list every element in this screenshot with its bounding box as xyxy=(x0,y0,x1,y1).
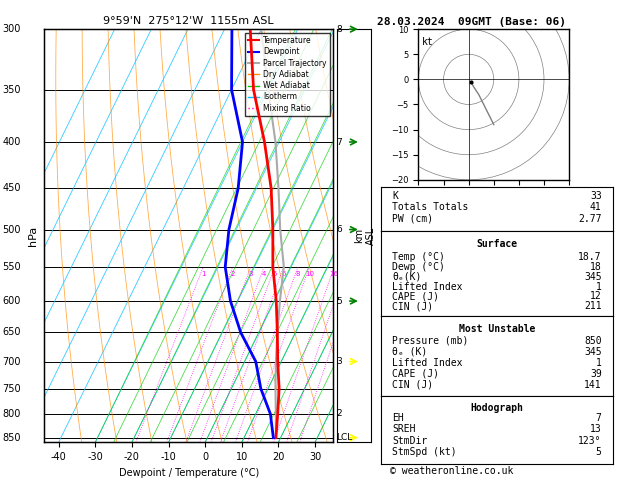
Text: 4: 4 xyxy=(262,271,266,277)
Y-axis label: hPa: hPa xyxy=(28,226,38,246)
Text: 750: 750 xyxy=(3,383,21,394)
Text: CIN (J): CIN (J) xyxy=(392,301,433,311)
Text: 7: 7 xyxy=(337,138,342,146)
Text: 500: 500 xyxy=(3,225,21,235)
Text: 41: 41 xyxy=(590,202,602,212)
Text: Totals Totals: Totals Totals xyxy=(392,202,469,212)
Text: 10: 10 xyxy=(305,271,314,277)
Text: 1: 1 xyxy=(201,271,206,277)
Text: 33: 33 xyxy=(590,191,602,201)
Text: StmSpd (kt): StmSpd (kt) xyxy=(392,447,457,457)
Text: 650: 650 xyxy=(3,328,21,337)
Y-axis label: km
ASL: km ASL xyxy=(354,226,376,245)
Text: 300: 300 xyxy=(3,24,21,34)
Text: Pressure (mb): Pressure (mb) xyxy=(392,336,469,346)
Text: K: K xyxy=(392,191,398,201)
Text: 25: 25 xyxy=(355,271,363,277)
Text: 1: 1 xyxy=(596,358,602,368)
Text: 211: 211 xyxy=(584,301,602,311)
Text: 5: 5 xyxy=(337,296,342,306)
Text: 800: 800 xyxy=(3,409,21,419)
Text: StmDir: StmDir xyxy=(392,436,428,446)
Text: 12: 12 xyxy=(590,292,602,301)
Legend: Temperature, Dewpoint, Parcel Trajectory, Dry Adiabat, Wet Adiabat, Isotherm, Mi: Temperature, Dewpoint, Parcel Trajectory… xyxy=(245,33,330,116)
Text: 450: 450 xyxy=(3,183,21,193)
Text: 2: 2 xyxy=(230,271,235,277)
Text: 850: 850 xyxy=(584,336,602,346)
Text: © weatheronline.co.uk: © weatheronline.co.uk xyxy=(390,466,513,476)
Text: Most Unstable: Most Unstable xyxy=(459,324,535,334)
Text: PW (cm): PW (cm) xyxy=(392,214,433,224)
Text: 28.03.2024  09GMT (Base: 06): 28.03.2024 09GMT (Base: 06) xyxy=(377,17,566,27)
Text: 850: 850 xyxy=(3,433,21,443)
Text: 2.77: 2.77 xyxy=(578,214,602,224)
Text: 20: 20 xyxy=(342,271,351,277)
Text: 6: 6 xyxy=(337,225,342,234)
Text: Lifted Index: Lifted Index xyxy=(392,358,463,368)
Text: 1: 1 xyxy=(596,281,602,292)
Text: Mixing Ratio (g/kg): Mixing Ratio (g/kg) xyxy=(364,196,372,276)
Text: CAPE (J): CAPE (J) xyxy=(392,369,439,379)
Text: CAPE (J): CAPE (J) xyxy=(392,292,439,301)
Text: CIN (J): CIN (J) xyxy=(392,380,433,390)
Title: 9°59'N  275°12'W  1155m ASL: 9°59'N 275°12'W 1155m ASL xyxy=(103,16,274,26)
Text: 123°: 123° xyxy=(578,436,602,446)
Text: 8: 8 xyxy=(296,271,300,277)
Text: 2: 2 xyxy=(337,409,342,418)
Text: Hodograph: Hodograph xyxy=(470,403,523,413)
Text: 6: 6 xyxy=(281,271,286,277)
Text: 400: 400 xyxy=(3,137,21,147)
Text: 5: 5 xyxy=(272,271,277,277)
Text: θₑ(K): θₑ(K) xyxy=(392,272,421,282)
Text: 700: 700 xyxy=(3,357,21,366)
Text: 550: 550 xyxy=(3,262,21,272)
Text: 5: 5 xyxy=(596,447,602,457)
Text: Lifted Index: Lifted Index xyxy=(392,281,463,292)
Text: Temp (°C): Temp (°C) xyxy=(392,252,445,262)
Text: 13: 13 xyxy=(590,424,602,434)
Text: 16: 16 xyxy=(330,271,338,277)
Text: 39: 39 xyxy=(590,369,602,379)
Text: θₑ (K): θₑ (K) xyxy=(392,347,428,357)
Text: 8: 8 xyxy=(337,25,342,34)
Text: 18: 18 xyxy=(590,262,602,272)
Text: 3: 3 xyxy=(337,357,342,366)
Text: SREH: SREH xyxy=(392,424,416,434)
Text: Dewp (°C): Dewp (°C) xyxy=(392,262,445,272)
Text: 345: 345 xyxy=(584,347,602,357)
Text: 345: 345 xyxy=(584,272,602,282)
X-axis label: Dewpoint / Temperature (°C): Dewpoint / Temperature (°C) xyxy=(119,468,259,478)
Text: 141: 141 xyxy=(584,380,602,390)
Text: 18.7: 18.7 xyxy=(578,252,602,262)
Text: EH: EH xyxy=(392,413,404,423)
Text: 3: 3 xyxy=(248,271,253,277)
Text: kt: kt xyxy=(421,37,433,47)
Text: LCL: LCL xyxy=(337,433,352,442)
Text: 600: 600 xyxy=(3,296,21,306)
Text: 7: 7 xyxy=(596,413,602,423)
Text: Surface: Surface xyxy=(476,239,518,249)
Text: 350: 350 xyxy=(3,85,21,95)
